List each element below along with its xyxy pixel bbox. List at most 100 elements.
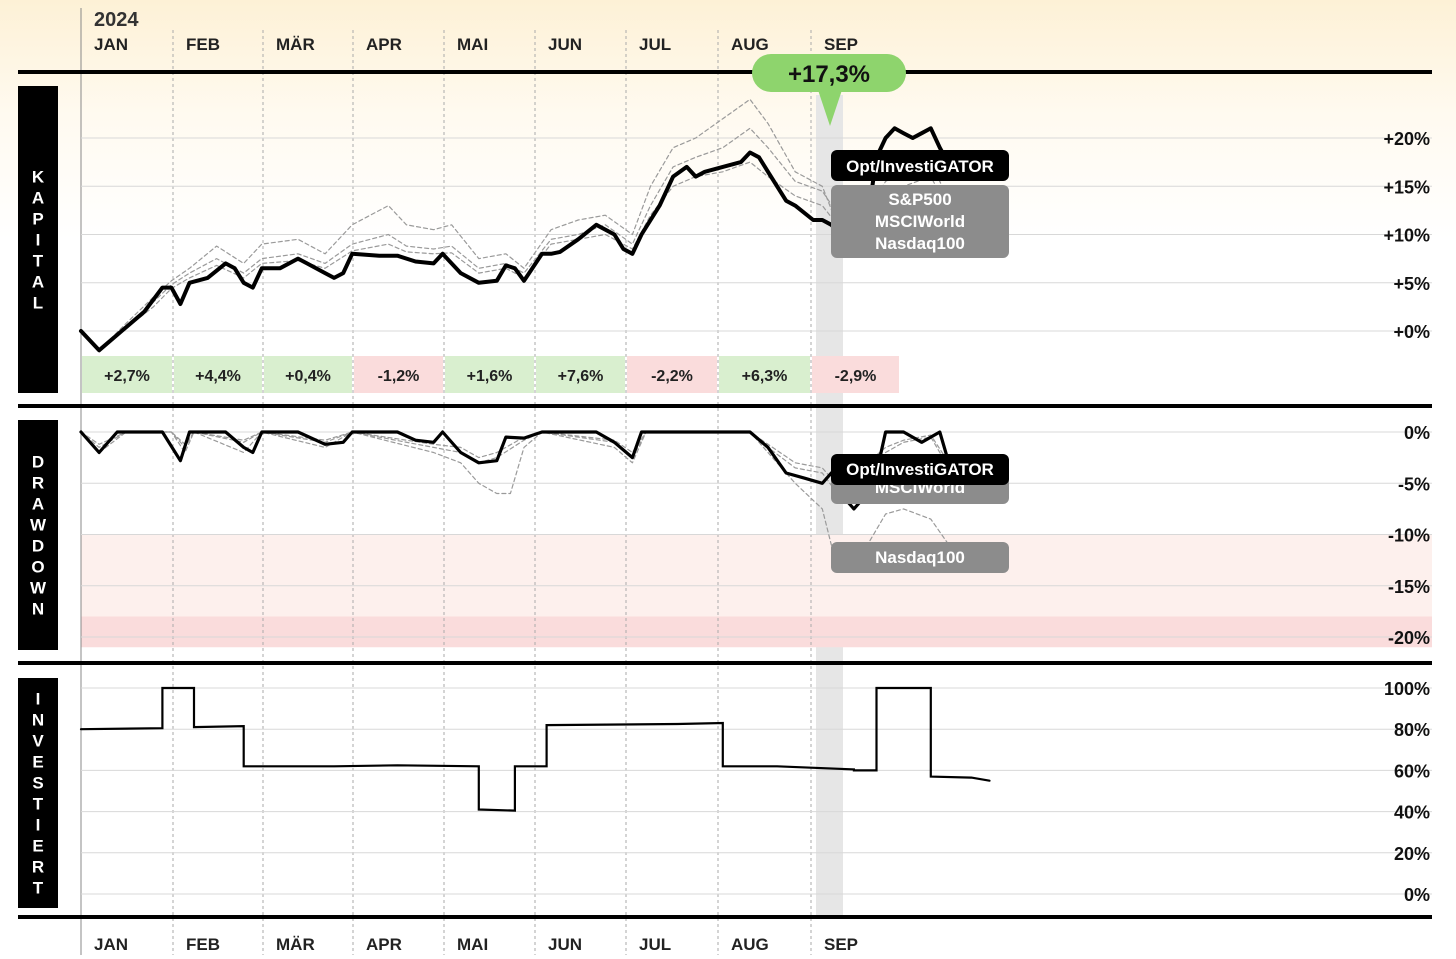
invested-line	[79, 686, 991, 812]
month-label-top: AUG	[731, 35, 769, 54]
y-tick-label: -20%	[1388, 628, 1430, 648]
legend-benchmarks-box	[831, 185, 1009, 258]
panel-label-letter: I	[36, 231, 41, 250]
month-label-bottom: AUG	[731, 935, 769, 954]
panel-label-letter: P	[32, 210, 43, 229]
benchmark-line-nasdaq100	[80, 98, 950, 351]
month-label-bottom: FEB	[186, 935, 220, 954]
monthly-return-box	[536, 356, 625, 393]
panel-label-letter: N	[32, 711, 44, 730]
strategy-line	[79, 430, 951, 511]
y-tick-label: 80%	[1394, 720, 1430, 740]
legend-strategy-box	[831, 150, 1009, 181]
panel-label-letter: S	[32, 774, 43, 793]
monthly-return-box	[445, 356, 534, 393]
panel-label-letter: W	[30, 516, 47, 535]
monthly-return-box	[354, 356, 443, 393]
monthly-return-box	[82, 356, 172, 393]
panel-label-letter: R	[32, 858, 44, 877]
gridlines	[81, 137, 1432, 895]
month-label-bottom: MAI	[457, 935, 488, 954]
panel-label-box	[18, 420, 58, 650]
month-label-bottom: JUN	[548, 935, 582, 954]
y-tick-label: 100%	[1384, 679, 1430, 699]
y-tick-label: +20%	[1383, 129, 1430, 149]
drawdown-critical-zone	[81, 616, 1432, 648]
monthly-return-box	[719, 356, 810, 393]
panel-label-letter: V	[32, 732, 44, 751]
month-label-bottom: JUL	[639, 935, 671, 954]
month-label-top: JUL	[639, 35, 671, 54]
monthly-return-box	[627, 356, 717, 393]
y-tick-label: 40%	[1394, 803, 1430, 823]
panel-label-letter: E	[32, 753, 43, 772]
monthly-return-label: +4,4%	[195, 368, 241, 385]
panel-label-letter: W	[30, 579, 47, 598]
year-label: 2024	[94, 9, 139, 31]
y-tick-label: +0%	[1393, 322, 1430, 342]
month-label-top: JUN	[548, 35, 582, 54]
y-tick-label: +15%	[1383, 177, 1430, 197]
y-tick-label: 0%	[1404, 423, 1430, 443]
month-label-bottom: MÄR	[276, 935, 315, 954]
result-callout-label: +17,3%	[788, 61, 870, 88]
month-separators	[80, 8, 812, 955]
month-label-bottom: JAN	[94, 935, 128, 954]
panel-label-letter: A	[32, 273, 44, 292]
panel-label-letter: D	[32, 453, 44, 472]
panel-label-letter: R	[32, 474, 44, 493]
panel-label-letter: K	[32, 168, 45, 187]
month-label-top: APR	[366, 35, 402, 54]
result-callout-bubble	[752, 54, 906, 92]
axis-labels: +20% +15% +10% +5% +0% 0% -5% -10% -15% -20% 100% 8…	[94, 35, 1430, 954]
result-callout-pointer	[818, 90, 842, 126]
monthly-return-box	[264, 356, 352, 393]
month-label-top: JAN	[94, 35, 128, 54]
monthly-return-box	[812, 356, 899, 393]
legend-strategy-box	[831, 454, 1009, 485]
month-label-top: MÄR	[276, 35, 315, 54]
monthly-return-label: +7,6%	[558, 368, 604, 385]
panel-label-letter: L	[33, 294, 43, 313]
legend-benchmark-label: S&P500	[888, 190, 951, 209]
panel-label-box	[18, 678, 58, 908]
panel-label-letter: A	[32, 495, 44, 514]
legend-strategy-label: Opt/InvestiGATOR	[846, 460, 994, 479]
y-tick-label: 0%	[1404, 885, 1430, 905]
monthly-return-label: +0,4%	[285, 368, 331, 385]
month-label-top: MAI	[457, 35, 488, 54]
y-tick-label: +5%	[1393, 274, 1430, 294]
monthly-return-label: +1,6%	[467, 368, 513, 385]
benchmark-line-sp500	[80, 127, 950, 351]
panel-label-letter: O	[31, 558, 44, 577]
monthly-return-label: -2,2%	[651, 368, 693, 385]
legend-benchmark-label: MSCIWorld	[875, 212, 965, 231]
panel-label-letter: I	[36, 690, 41, 709]
monthly-return-boxes: +2,7% +4,4% +0,4% -1,2% +1,6% +7,6% -2,2% +6,3%…	[82, 356, 899, 393]
background-bands	[81, 95, 1432, 917]
legends: Opt/InvestiGATOR S&P500 MSCIWorld Nasdaq100…	[752, 54, 1009, 573]
y-tick-label: 20%	[1394, 844, 1430, 864]
y-tick-label: -10%	[1388, 526, 1430, 546]
panel-label-letter: D	[32, 537, 44, 556]
panel-separators	[18, 70, 1432, 919]
panel-label-letter: I	[36, 816, 41, 835]
panel-label-letter: T	[33, 252, 44, 271]
panel-label-letter: N	[32, 600, 44, 619]
legend-benchmark-label: Nasdaq100	[875, 234, 965, 253]
panel-label-letter: A	[32, 189, 44, 208]
monthly-return-box	[174, 356, 262, 393]
panel-label-letter: E	[32, 837, 43, 856]
legend-strategy-label: Opt/InvestiGATOR	[846, 157, 994, 176]
monthly-return-label: +2,7%	[104, 368, 150, 385]
panel-label-letter: T	[33, 795, 44, 814]
panel-label-box	[18, 86, 58, 393]
month-label-top: SEP	[824, 35, 858, 54]
y-tick-label: -15%	[1388, 577, 1430, 597]
panel-label-letter: T	[33, 879, 44, 898]
legend-nasdaq-label: Nasdaq100	[875, 548, 965, 567]
month-label-bottom: APR	[366, 935, 402, 954]
